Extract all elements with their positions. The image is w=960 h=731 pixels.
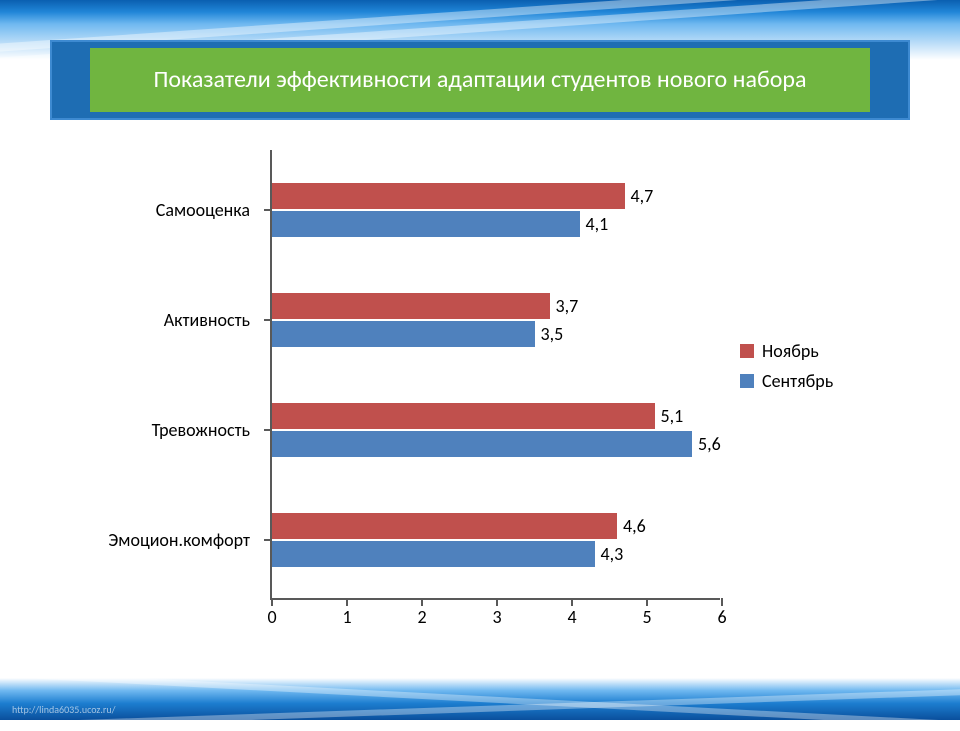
bar <box>272 431 692 457</box>
decorative-bottom-wave <box>0 678 960 720</box>
legend-label: Ноябрь <box>762 340 819 362</box>
legend: Ноябрь Сентябрь <box>740 340 833 400</box>
y-tick <box>264 539 272 541</box>
y-tick <box>264 209 272 211</box>
y-tick <box>264 319 272 321</box>
bar-value-label: 4,7 <box>631 185 654 207</box>
category-label: Эмоцион.комфорт <box>108 529 250 551</box>
bar-value-label: 3,7 <box>556 295 579 317</box>
legend-label: Сентябрь <box>762 370 833 392</box>
bar <box>272 513 617 539</box>
x-tick <box>421 598 423 606</box>
bar <box>272 403 655 429</box>
y-tick <box>264 429 272 431</box>
bar-value-label: 3,5 <box>541 323 564 345</box>
x-tick-label: 4 <box>567 606 576 628</box>
bar <box>272 293 550 319</box>
bar-value-label: 4,6 <box>623 515 646 537</box>
legend-swatch <box>740 344 754 358</box>
title-bar: Показатели эффективности адаптации студе… <box>50 40 910 120</box>
x-tick-label: 6 <box>717 606 726 628</box>
category-label: Самооценка <box>156 199 250 221</box>
legend-item: Сентябрь <box>740 370 833 392</box>
x-tick-label: 0 <box>267 606 276 628</box>
bar <box>272 541 595 567</box>
x-tick-label: 3 <box>492 606 501 628</box>
bar-value-label: 5,1 <box>661 405 684 427</box>
x-tick-label: 1 <box>342 606 351 628</box>
footer-url: http://linda6035.ucoz.ru/ <box>12 703 115 716</box>
bar <box>272 211 580 237</box>
legend-swatch <box>740 374 754 388</box>
x-tick <box>271 598 273 606</box>
x-tick-label: 5 <box>642 606 651 628</box>
bar-value-label: 5,6 <box>698 433 721 455</box>
bar-value-label: 4,1 <box>586 213 609 235</box>
category-label: Активность <box>164 309 250 331</box>
legend-item: Ноябрь <box>740 340 833 362</box>
x-tick <box>646 598 648 606</box>
x-tick <box>571 598 573 606</box>
page-title: Показатели эффективности адаптации студе… <box>90 48 870 112</box>
category-label: Тревожность <box>152 419 250 441</box>
bar-value-label: 4,3 <box>601 543 624 565</box>
x-tick-label: 2 <box>417 606 426 628</box>
x-tick <box>346 598 348 606</box>
x-tick <box>721 598 723 606</box>
bar <box>272 321 535 347</box>
chart-container: 0 1 2 3 4 5 6 Самооценка 4,7 4,1 Активность 3,7 3,5 Т… <box>80 140 900 660</box>
bar <box>272 183 625 209</box>
plot-area: 0123456Самооценка4,74,1Активность3,73,5Т… <box>270 150 720 600</box>
x-tick <box>496 598 498 606</box>
